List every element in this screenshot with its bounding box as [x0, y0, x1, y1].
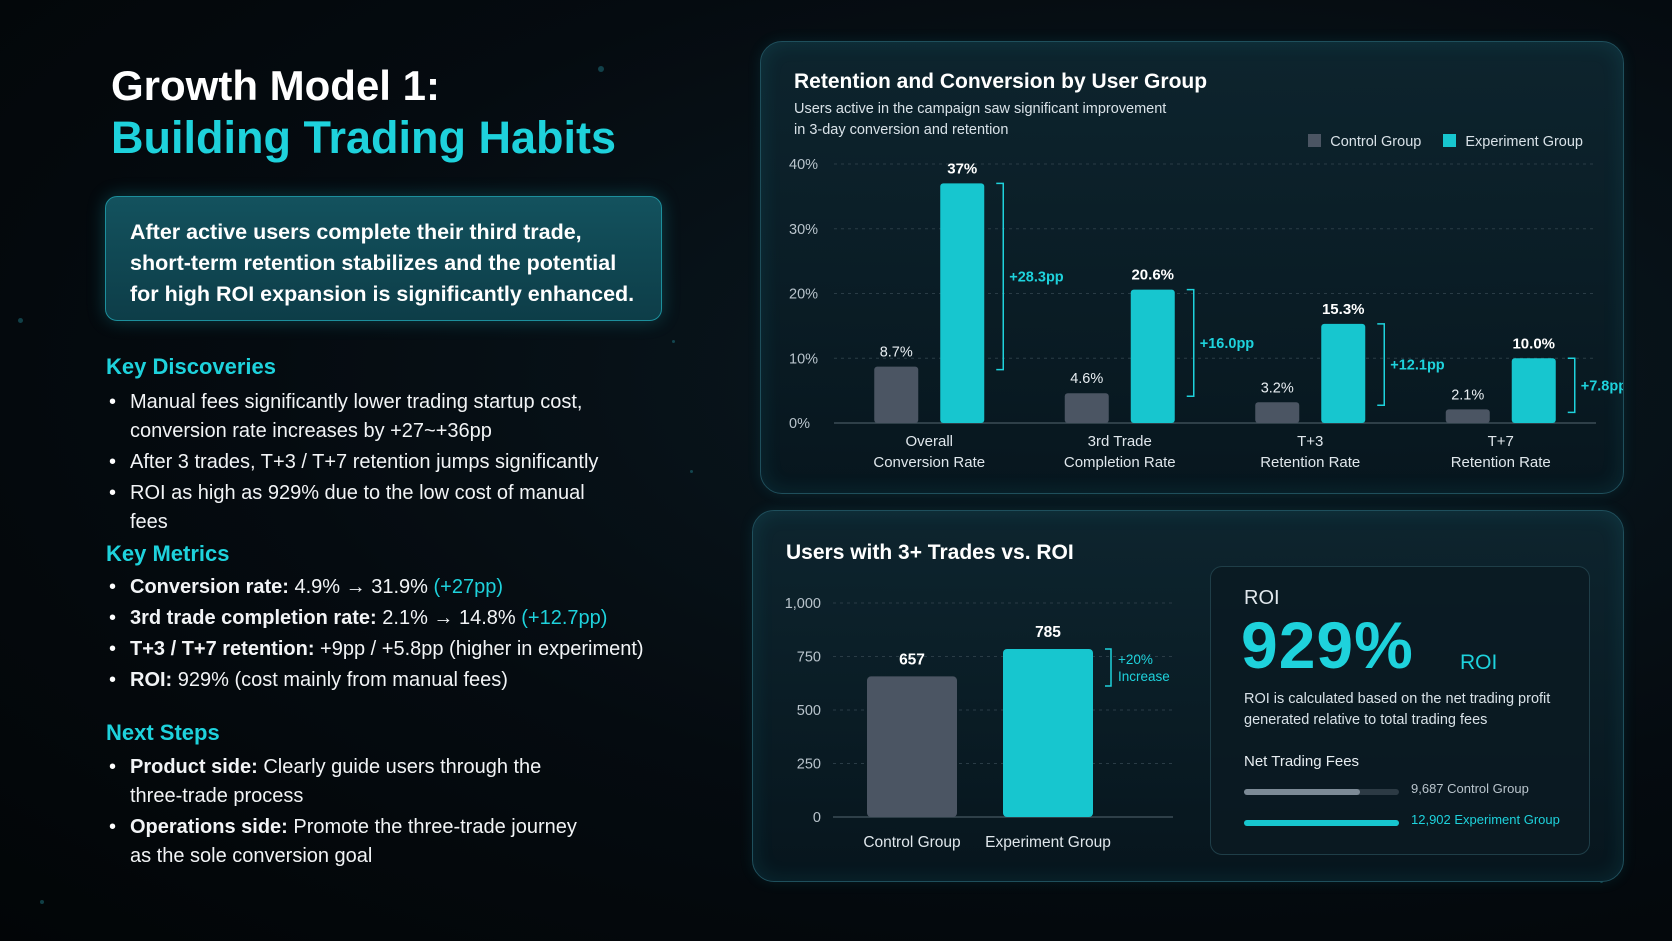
- delta-label: +28.3pp: [1009, 270, 1064, 286]
- data-label: 37%: [947, 160, 977, 177]
- delta-bracket: [1567, 357, 1576, 414]
- key-discoveries-heading: Key Discoveries: [106, 354, 276, 379]
- next-steps-list: Product side: Clearly guide users throug…: [106, 753, 596, 873]
- y-tick-label: 1,000: [785, 596, 821, 612]
- list-item: Operations side: Promote the three-trade…: [106, 813, 596, 871]
- bar-experiment: [940, 183, 985, 423]
- key-metrics-heading: Key Metrics: [106, 541, 230, 566]
- retention-chart-panel: Retention and Conversion by User Group U…: [760, 41, 1624, 494]
- x-tick-label: Overall: [905, 433, 953, 450]
- x-tick-label: Retention Rate: [1260, 454, 1360, 471]
- delta-label: +7.8pp: [1581, 378, 1623, 394]
- x-tick-label: 3rd Trade: [1088, 433, 1152, 450]
- data-label: 15.3%: [1322, 301, 1365, 318]
- x-tick-label: Experiment Group: [985, 834, 1111, 851]
- chart-title: Users with 3+ Trades vs. ROI: [786, 541, 1074, 564]
- page-title-line2: Building Trading Habits: [111, 112, 616, 163]
- delta-label: Increase: [1118, 669, 1170, 684]
- bar-experiment: [1321, 323, 1366, 423]
- fee-bar-control: [1244, 789, 1399, 795]
- y-tick-label: 10%: [789, 351, 818, 367]
- y-tick-label: 40%: [789, 157, 818, 173]
- bar-control: [1445, 409, 1490, 423]
- y-tick-label: 0: [813, 810, 821, 826]
- y-tick-label: 20%: [789, 287, 818, 303]
- key-metrics-list: Conversion rate: 4.9% → 31.9% (+27pp) 3r…: [106, 573, 686, 697]
- y-tick-label: 500: [797, 703, 821, 719]
- data-label: 785: [1035, 624, 1061, 641]
- bar-control: [874, 366, 919, 423]
- data-label: 2.1%: [1451, 387, 1484, 403]
- x-tick-label: Control Group: [863, 834, 960, 851]
- list-item: ROI as high as 929% due to the low cost …: [106, 479, 626, 537]
- x-tick-label: Conversion Rate: [873, 454, 985, 471]
- roi-label: ROI: [1244, 587, 1280, 609]
- legend-control: Control Group: [1308, 134, 1421, 150]
- bar-experiment: [1511, 358, 1556, 423]
- delta-bracket: [1377, 323, 1385, 407]
- delta-label: +12.1pp: [1390, 358, 1445, 374]
- delta-label: +16.0pp: [1200, 336, 1255, 352]
- delta-bracket: [1186, 288, 1195, 397]
- data-label: 657: [899, 651, 925, 668]
- data-label: 8.7%: [880, 345, 913, 361]
- delta-label: +20%: [1118, 652, 1153, 667]
- data-label: 10.0%: [1512, 335, 1555, 352]
- bar-control: [867, 676, 957, 817]
- page-title-line1: Growth Model 1:: [111, 62, 440, 109]
- list-item: ROI: 929% (cost mainly from manual fees): [106, 666, 686, 695]
- x-tick-label: T+3: [1297, 433, 1323, 450]
- key-discoveries-list: Manual fees significantly lower trading …: [106, 388, 626, 539]
- list-item: T+3 / T+7 retention: +9pp / +5.8pp (high…: [106, 635, 686, 664]
- roi-description: ROI is calculated based on the net tradi…: [1244, 691, 1551, 728]
- chart-title: Retention and Conversion by User Group: [794, 70, 1208, 93]
- net-fees-heading: Net Trading Fees: [1244, 753, 1360, 770]
- bar-experiment: [1130, 289, 1175, 423]
- next-steps-heading: Next Steps: [106, 720, 220, 745]
- y-tick-label: 0%: [789, 416, 810, 432]
- x-tick-label: T+7: [1488, 433, 1514, 450]
- fee-label-experiment: 12,902 Experiment Group: [1411, 812, 1560, 827]
- list-item: Product side: Clearly guide users throug…: [106, 753, 596, 811]
- summary-callout: After active users complete their third …: [105, 196, 662, 321]
- chart-subtitle: Users active in the campaign saw signifi…: [794, 101, 1167, 138]
- roi-unit: ROI: [1460, 651, 1498, 674]
- fee-bar-experiment: [1244, 820, 1399, 826]
- list-item: 3rd trade completion rate: 2.1% → 14.8% …: [106, 604, 686, 633]
- x-tick-label: Retention Rate: [1451, 454, 1551, 471]
- y-tick-label: 750: [797, 650, 821, 666]
- list-item: Conversion rate: 4.9% → 31.9% (+27pp): [106, 573, 686, 602]
- bar-control: [1064, 393, 1109, 423]
- roi-value: 929%: [1241, 608, 1414, 682]
- y-tick-label: 250: [797, 757, 821, 773]
- x-tick-label: Completion Rate: [1064, 454, 1176, 471]
- roi-card: ROI 929% ROI ROI is calculated based on …: [1210, 566, 1590, 855]
- fee-label-control: 9,687 Control Group: [1411, 781, 1529, 796]
- legend-experiment: Experiment Group: [1443, 134, 1583, 150]
- delta-bracket: [1105, 648, 1112, 687]
- retention-bar-chart: 0% 10% 20% 30% 40% 8.7% 37% +28.3pp Overall Conve…: [789, 157, 1623, 471]
- chart-legend: Control Group Experiment Group: [1308, 134, 1583, 150]
- data-label: 20.6%: [1131, 267, 1174, 284]
- bar-control: [1255, 402, 1300, 423]
- users-bar-chart: 0 250 500 750 1,000 657 Control Group 785 Experi…: [785, 596, 1173, 851]
- y-tick-label: 30%: [789, 222, 818, 238]
- list-item: After 3 trades, T+3 / T+7 retention jump…: [106, 448, 626, 477]
- list-item: Manual fees significantly lower trading …: [106, 388, 626, 446]
- data-label: 3.2%: [1261, 380, 1294, 396]
- bar-experiment: [1003, 649, 1093, 817]
- delta-bracket: [996, 182, 1004, 371]
- data-label: 4.6%: [1070, 371, 1103, 387]
